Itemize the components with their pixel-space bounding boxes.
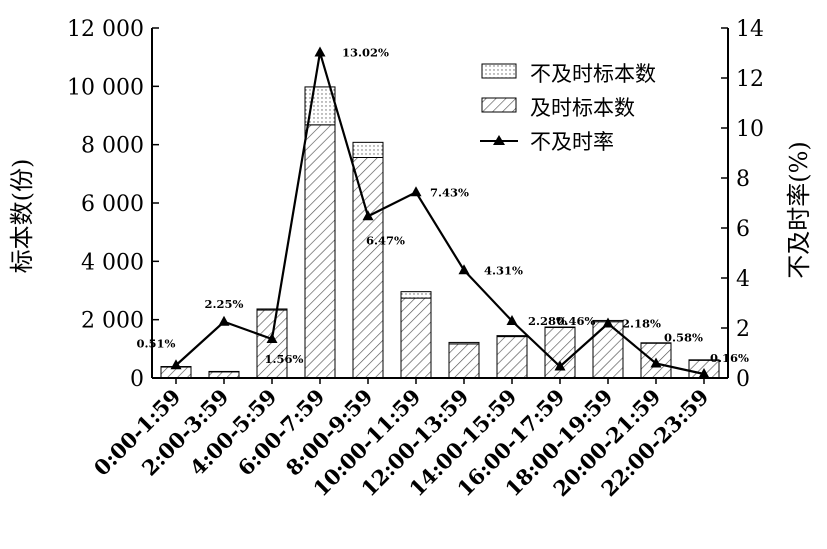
rate-data-label: 2.28%	[528, 314, 567, 328]
bar-untimely	[640, 342, 672, 344]
bar-untimely	[400, 291, 432, 299]
y-tick-label: 8 000	[81, 134, 144, 159]
y2-axis-title: 不及时率(%)	[785, 141, 813, 279]
y-tick-label: 0	[130, 367, 144, 392]
rate-point	[170, 359, 182, 370]
bar-timely	[496, 336, 528, 379]
rate-data-label: 0.58%	[664, 331, 703, 345]
bar-untimely	[688, 359, 720, 361]
rate-data-label: 0.16%	[710, 351, 749, 365]
rate-point	[458, 264, 470, 275]
legend-marker-rate	[493, 135, 505, 145]
bar-untimely	[208, 370, 240, 373]
legend-swatch-untimely	[481, 63, 517, 79]
rate-point	[266, 333, 278, 343]
rate-data-label: 7.43%	[430, 185, 469, 199]
bar-timely	[448, 343, 480, 379]
bar-untimely	[544, 326, 576, 329]
y-tick-label: 10 000	[67, 75, 144, 100]
legend-label-untimely: 不及时标本数	[530, 62, 656, 86]
y-tick-label: 2 000	[81, 309, 144, 334]
bar-timely	[352, 157, 384, 379]
rate-data-label: 4.31%	[484, 263, 523, 277]
rate-data-label: 6.47%	[366, 233, 405, 247]
rate-line	[175, 52, 705, 376]
rate-data-label: 2.25%	[205, 297, 244, 311]
rate-data-label: 1.56%	[265, 352, 304, 366]
y-tick-label: 12 000	[67, 17, 144, 42]
axes-layer: 0 2 000 4 000 6 000 8 000 10 000 12 000 0 2 4 6 8 10…	[67, 17, 764, 501]
y2-tick-label: 14	[736, 17, 764, 42]
rate-data-label: 13.02%	[342, 46, 389, 60]
bar-untimely	[352, 141, 384, 158]
y2-tick-label: 12	[736, 67, 764, 92]
bar-timely	[256, 309, 288, 379]
bar-timely	[304, 124, 336, 379]
bar-untimely	[256, 308, 288, 311]
legend-swatch-timely	[481, 97, 517, 113]
y2-tick-label: 8	[736, 167, 750, 192]
y2-tick-label: 10	[736, 117, 764, 142]
y-tick-label: 6 000	[81, 192, 144, 217]
rate-data-label: 0.51%	[137, 336, 176, 350]
rate-point	[602, 317, 614, 328]
rate-point	[314, 46, 326, 57]
bar-untimely	[496, 335, 528, 338]
y-axis-title: 标本数(份)	[8, 159, 36, 274]
rate-point	[554, 360, 566, 371]
legend-label-rate: 不及时率	[530, 130, 614, 154]
y2-tick-label: 0	[736, 367, 750, 392]
legend: 不及时标本数 及时标本数 不及时率	[480, 62, 656, 154]
bar-timely	[400, 297, 432, 379]
bar-timely	[592, 321, 624, 379]
rate-point	[362, 210, 374, 221]
y2-tick-label: 2	[736, 317, 750, 342]
y2-tick-label: 4	[736, 267, 750, 292]
rate-data-label: 2.18%	[622, 317, 661, 331]
y-tick-label: 4 000	[81, 250, 144, 275]
rate-point	[506, 315, 518, 325]
rate-point	[650, 357, 662, 368]
rate-point	[410, 186, 422, 197]
legend-label-timely: 及时标本数	[530, 96, 635, 120]
rate-data-label: 0.46%	[557, 314, 596, 328]
rate-line-layer: 0.51% 2.25% 1.56% 13.02% 6.47% 7.43% 4.31% 2.28…	[137, 46, 749, 378]
rate-point	[698, 368, 710, 378]
rate-point	[218, 315, 230, 326]
y2-tick-label: 6	[736, 217, 750, 242]
bar-untimely	[448, 341, 480, 345]
